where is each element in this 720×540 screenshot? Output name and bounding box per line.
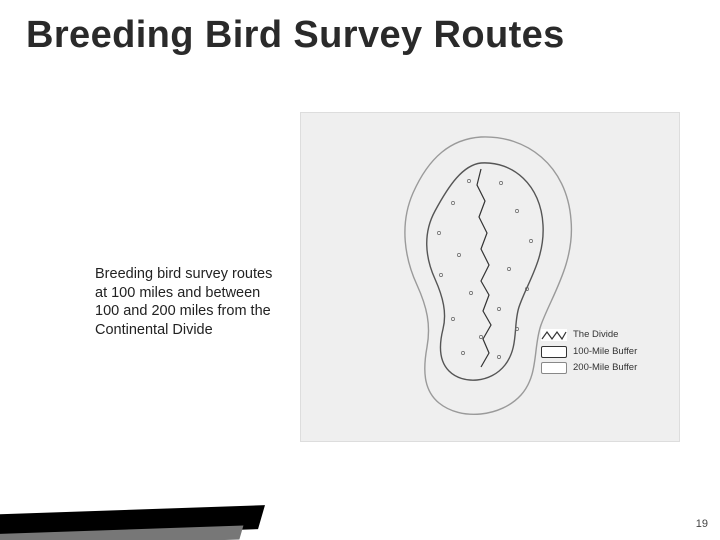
divide-swatch bbox=[541, 329, 567, 341]
map-legend: The Divide 100-Mile Buffer 200-Mile Buff… bbox=[541, 328, 671, 377]
map-outlines bbox=[331, 125, 631, 425]
buf100-swatch bbox=[541, 346, 567, 358]
map-figure: The Divide 100-Mile Buffer 200-Mile Buff… bbox=[300, 112, 680, 442]
slide: Breeding Bird Survey Routes Breeding bir… bbox=[0, 0, 720, 540]
page-title: Breeding Bird Survey Routes bbox=[26, 14, 565, 57]
legend-row-divide: The Divide bbox=[541, 328, 671, 342]
accent-wedge bbox=[0, 480, 240, 540]
legend-label: The Divide bbox=[573, 328, 618, 342]
legend-label: 100-Mile Buffer bbox=[573, 345, 637, 359]
legend-label: 200-Mile Buffer bbox=[573, 361, 637, 375]
page-number: 19 bbox=[696, 518, 708, 530]
figure-caption: Breeding bird survey routes at 100 miles… bbox=[95, 265, 285, 339]
buf200-swatch bbox=[541, 362, 567, 374]
legend-row-200: 200-Mile Buffer bbox=[541, 361, 671, 375]
legend-row-100: 100-Mile Buffer bbox=[541, 345, 671, 359]
